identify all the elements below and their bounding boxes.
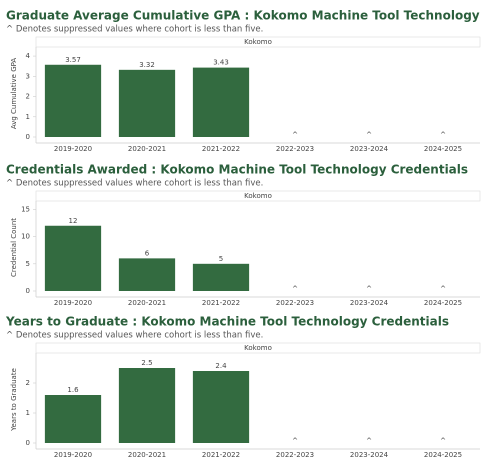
panel-header (35, 190, 481, 202)
y-tick-label: 10 (21, 233, 30, 241)
bar (44, 225, 102, 291)
x-tick-label: 2022-2023 (276, 299, 314, 307)
x-tick-label: 2020-2021 (128, 451, 166, 459)
x-tick-label: 2023-2024 (350, 299, 389, 307)
y-tick-label: 5 (26, 260, 30, 268)
chart-title: Credentials Awarded : Kokomo Machine Too… (6, 163, 468, 177)
value-label: ^ (440, 131, 446, 139)
value-label: 6 (145, 249, 150, 257)
x-tick-label: 2019-2020 (54, 451, 92, 459)
y-axis-label: Avg Cumulative GPA (10, 58, 18, 130)
panel-header (35, 36, 481, 48)
x-tick-label: 2020-2021 (128, 145, 166, 153)
panel-label: Kokomo (244, 192, 272, 200)
y-tick-label: 0 (26, 133, 30, 141)
x-tick-label: 2024-2025 (424, 299, 462, 307)
chart-title: Graduate Average Cumulative GPA : Kokomo… (6, 9, 482, 23)
value-label: 3.32 (139, 61, 155, 69)
value-label: 12 (69, 217, 78, 225)
value-label: ^ (292, 285, 298, 293)
y-tick-label: 2 (26, 379, 30, 387)
y-tick-label: 15 (21, 205, 30, 213)
bar (44, 395, 102, 443)
chart-subtitle: ^ Denotes suppressed values where cohort… (6, 331, 263, 341)
x-tick-label: 2020-2021 (128, 299, 166, 307)
bar (192, 371, 250, 443)
x-tick-label: 2021-2022 (202, 145, 240, 153)
x-tick-label: 2023-2024 (350, 145, 389, 153)
value-label: 5 (219, 255, 223, 263)
value-label: ^ (440, 285, 446, 293)
panel-label: Kokomo (244, 344, 272, 352)
chart-subtitle: ^ Denotes suppressed values where cohort… (6, 179, 263, 189)
value-label: ^ (366, 437, 372, 445)
y-tick-label: 0 (26, 439, 30, 447)
y-tick-label: 0 (26, 287, 30, 295)
chart-subtitle: ^ Denotes suppressed values where cohort… (6, 25, 263, 35)
panel-label: Kokomo (244, 38, 272, 46)
value-label: 2.5 (141, 359, 152, 367)
x-tick-label: 2021-2022 (202, 451, 240, 459)
y-axis-label: Credential Count (10, 218, 18, 277)
value-label: ^ (366, 131, 372, 139)
y-axis-label: Years to Graduate (10, 368, 18, 432)
bar (118, 258, 176, 291)
value-label: 3.57 (65, 56, 81, 64)
x-tick-label: 2022-2023 (276, 451, 314, 459)
value-label: 1.6 (67, 386, 79, 394)
value-label: ^ (366, 285, 372, 293)
value-label: ^ (292, 131, 298, 139)
bar (44, 64, 102, 137)
x-tick-label: 2019-2020 (54, 299, 92, 307)
value-label: ^ (292, 437, 298, 445)
panel-header (35, 342, 481, 354)
bar (118, 69, 176, 137)
x-tick-label: 2024-2025 (424, 451, 462, 459)
y-tick-label: 1 (26, 113, 30, 121)
bar (192, 263, 250, 291)
bar (192, 67, 250, 137)
value-label: ^ (440, 437, 446, 445)
x-tick-label: 2021-2022 (202, 299, 240, 307)
y-tick-label: 1 (26, 409, 30, 417)
y-tick-label: 3 (26, 72, 30, 80)
chart-title: Years to Graduate : Kokomo Machine Tool … (5, 315, 449, 329)
value-label: 2.4 (215, 362, 227, 370)
y-tick-label: 4 (26, 52, 31, 60)
x-tick-label: 2019-2020 (54, 145, 92, 153)
y-tick-label: 2 (26, 93, 30, 101)
bar (118, 368, 176, 443)
x-tick-label: 2022-2023 (276, 145, 314, 153)
value-label: 3.43 (213, 59, 229, 67)
x-tick-label: 2023-2024 (350, 451, 389, 459)
x-tick-label: 2024-2025 (424, 145, 462, 153)
